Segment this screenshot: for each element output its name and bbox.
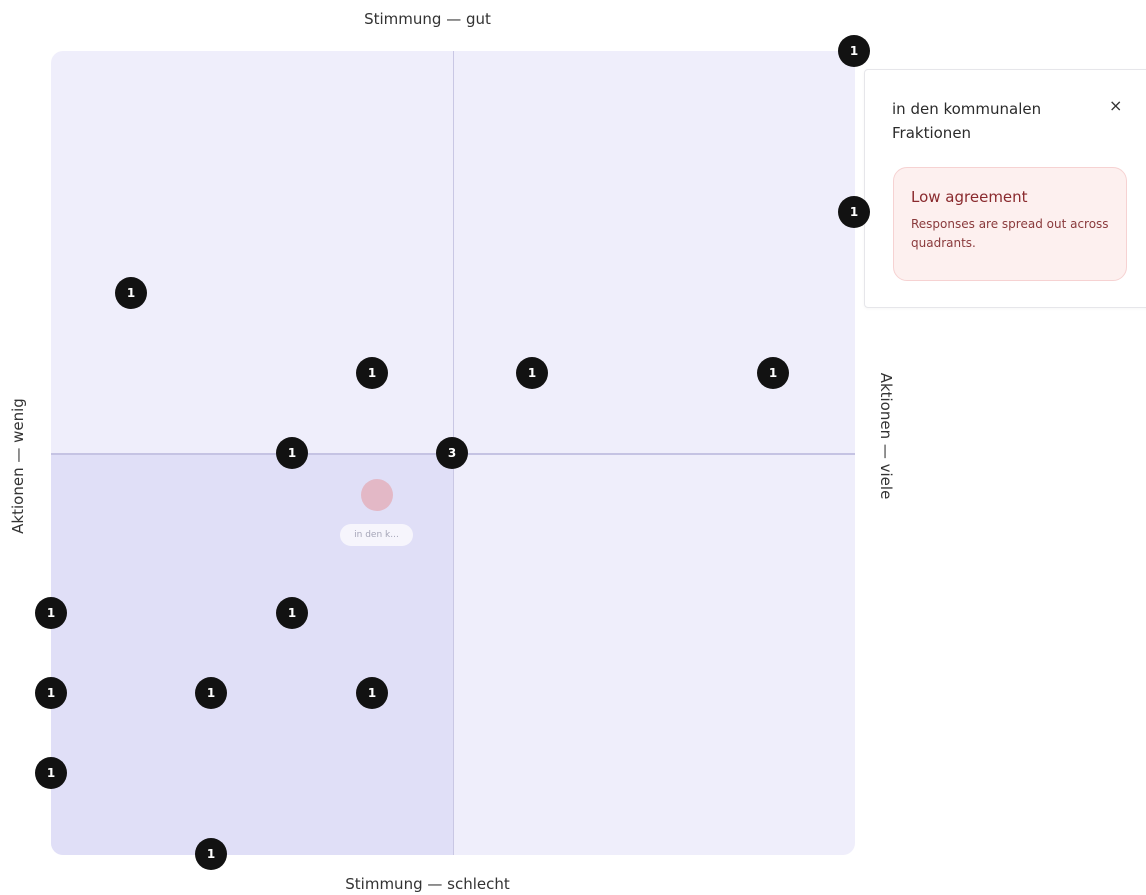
cluster-marker[interactable]: 1 (35, 757, 67, 789)
cluster-marker[interactable]: 1 (838, 196, 870, 228)
axis-label-bottom: Stimmung — schlecht (345, 875, 510, 893)
cluster-marker[interactable]: 1 (356, 677, 388, 709)
agreement-card: Low agreement Responses are spread out a… (893, 167, 1127, 281)
highlighted-quadrant (51, 454, 453, 855)
ghost-marker-label: in den k... (340, 524, 413, 546)
quadrant-board[interactable] (51, 51, 855, 855)
axis-label-top: Stimmung — gut (364, 10, 491, 28)
close-icon[interactable]: × (1109, 96, 1123, 115)
panel-title: in den kommunalen Fraktionen (892, 100, 1042, 142)
details-panel: in den kommunalen Fraktionen × Low agree… (864, 69, 1146, 308)
cluster-marker[interactable]: 1 (516, 357, 548, 389)
axis-label-right: Aktionen — viele (877, 372, 895, 500)
cluster-marker[interactable]: 1 (757, 357, 789, 389)
cluster-marker[interactable]: 1 (195, 838, 227, 870)
cluster-marker[interactable]: 1 (276, 437, 308, 469)
axis-label-left: Aktionen — wenig (9, 398, 27, 534)
cluster-marker[interactable]: 3 (436, 437, 468, 469)
cluster-marker[interactable]: 1 (356, 357, 388, 389)
cluster-marker[interactable]: 1 (35, 677, 67, 709)
agreement-title: Low agreement (911, 188, 1028, 206)
ghost-marker[interactable] (361, 479, 393, 511)
cluster-marker[interactable]: 1 (195, 677, 227, 709)
agreement-description: Responses are spread out across quadrant… (911, 217, 1109, 250)
cluster-marker[interactable]: 1 (115, 277, 147, 309)
cluster-marker[interactable]: 1 (35, 597, 67, 629)
cluster-marker[interactable]: 1 (276, 597, 308, 629)
cluster-marker[interactable]: 1 (838, 35, 870, 67)
